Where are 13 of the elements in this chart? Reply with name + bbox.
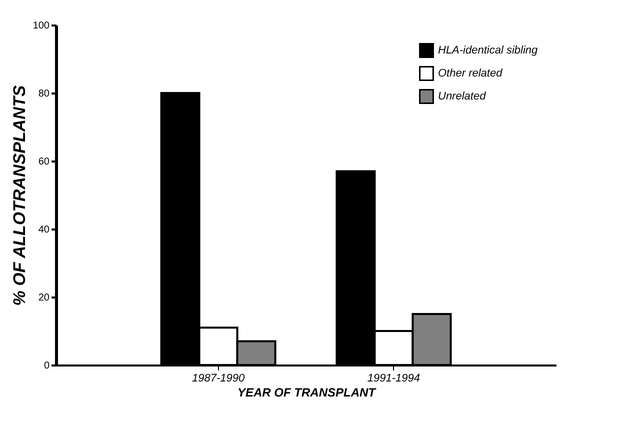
x-tick-label: 1987-1990 — [192, 372, 246, 384]
legend-label: Unrelated — [438, 90, 487, 102]
y-tick-label: 20 — [38, 292, 50, 304]
legend-label: Other related — [438, 68, 504, 80]
x-axis-title: YEAR OF TRANSPLANT — [238, 386, 378, 400]
y-tick-label: 60 — [38, 156, 50, 168]
y-tick-label: 80 — [38, 88, 50, 100]
x-tick-label: 1991-1994 — [367, 372, 420, 384]
legend-label: HLA-identical sibling — [438, 44, 539, 56]
y-tick-label: 40 — [38, 224, 50, 236]
y-axis-title: % OF ALLOTRANSPLANTS — [10, 84, 29, 306]
y-tick-label: 0 — [44, 360, 50, 372]
y-tick-label: 100 — [32, 20, 50, 32]
